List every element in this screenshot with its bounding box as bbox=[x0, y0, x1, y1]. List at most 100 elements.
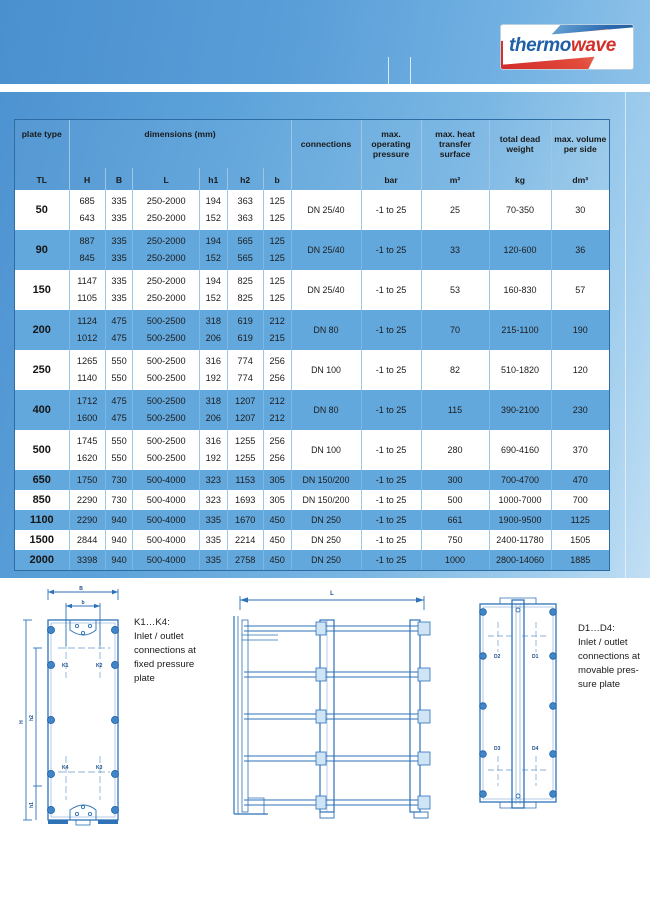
cell-connections: DN 25/40 bbox=[291, 270, 362, 310]
cell-heat-transfer-surface: 661 bbox=[421, 510, 490, 530]
svg-text:D3: D3 bbox=[494, 746, 501, 752]
cell-connections: DN 25/40 bbox=[291, 230, 362, 270]
subheader-unit-m2: m² bbox=[421, 168, 490, 190]
cell-dimension-H: 3398 bbox=[69, 550, 106, 570]
table-row: 400 1712 1600 475 475 500-2500 500-2500 318 206 1… bbox=[15, 390, 609, 430]
table-row: 200 1124 1012 475 475 500-2500 500-2500 318 206 6… bbox=[15, 310, 609, 350]
cell-dead-weight: 1900-9500 bbox=[489, 510, 552, 530]
table-body: 50 685 643 335 335 250-2000 250-2000 194 152 363 3… bbox=[15, 190, 609, 570]
cell-plate-type: 90 bbox=[15, 230, 70, 270]
cell-dimension-h1: 194 152 bbox=[199, 190, 228, 230]
table-header-row-units: TL H B L h1 h2 b bar m² kg dm³ bbox=[15, 168, 609, 190]
cell-dead-weight: 1000-7000 bbox=[489, 490, 552, 510]
cell-operating-pressure: -1 to 25 bbox=[361, 550, 422, 570]
subheader-l: L bbox=[132, 168, 200, 190]
cell-dimension-L: 500-2500 500-2500 bbox=[132, 390, 200, 430]
cell-dimension-b: 212 215 bbox=[263, 310, 292, 350]
header-connections: connections bbox=[291, 120, 362, 168]
cell-dead-weight: 510-1820 bbox=[489, 350, 552, 390]
cell-operating-pressure: -1 to 25 bbox=[361, 490, 422, 510]
cell-plate-type: 850 bbox=[15, 490, 70, 510]
cell-heat-transfer-surface: 25 bbox=[421, 190, 490, 230]
cell-heat-transfer-surface: 70 bbox=[421, 310, 490, 350]
cell-dead-weight: 70-350 bbox=[489, 190, 552, 230]
table-row: 50 685 643 335 335 250-2000 250-2000 194 152 363 3… bbox=[15, 190, 609, 230]
cell-dimension-h1: 316 192 bbox=[199, 350, 228, 390]
header-total-dead-weight: total dead weight bbox=[489, 120, 552, 168]
panel-vertical-rule bbox=[625, 92, 626, 578]
subheader-h: H bbox=[69, 168, 106, 190]
table-row: 250 1265 1140 550 550 500-2500 500-2500 316 192 7… bbox=[15, 350, 609, 390]
cell-dimension-B: 940 bbox=[105, 550, 134, 570]
cell-dimension-b: 305 bbox=[263, 490, 292, 510]
cell-operating-pressure: -1 to 25 bbox=[361, 230, 422, 270]
svg-text:h2: h2 bbox=[29, 715, 35, 721]
cell-connections: DN 150/200 bbox=[291, 490, 362, 510]
cell-dimension-L: 500-4000 bbox=[132, 530, 200, 550]
cell-dimension-L: 500-2500 500-2500 bbox=[132, 350, 200, 390]
svg-text:h1: h1 bbox=[29, 802, 35, 808]
cell-dimension-L: 250-2000 250-2000 bbox=[132, 230, 200, 270]
cell-volume-per-side: 57 bbox=[551, 270, 609, 310]
table-row: 650 1750 730 500-4000 323 1153 305 DN 150/200 -1… bbox=[15, 470, 609, 490]
cell-dimension-h2: 619 619 bbox=[227, 310, 264, 350]
cell-plate-type: 1100 bbox=[15, 510, 70, 530]
cell-connections: DN 250 bbox=[291, 530, 362, 550]
cell-dimension-L: 250-2000 250-2000 bbox=[132, 190, 200, 230]
table-row: 850 2290 730 500-4000 323 1693 305 DN 150/200 -1… bbox=[15, 490, 609, 510]
cell-dimension-L: 500-2500 500-2500 bbox=[132, 310, 200, 350]
cell-connections: DN 25/40 bbox=[291, 190, 362, 230]
cell-plate-type: 1500 bbox=[15, 530, 70, 550]
cell-plate-type: 2000 bbox=[15, 550, 70, 570]
cell-dimension-h1: 323 bbox=[199, 470, 228, 490]
cell-dimension-B: 940 bbox=[105, 530, 134, 550]
cell-heat-transfer-surface: 53 bbox=[421, 270, 490, 310]
cell-dimension-h2: 1693 bbox=[227, 490, 264, 510]
cell-volume-per-side: 1505 bbox=[551, 530, 609, 550]
cell-plate-type: 400 bbox=[15, 390, 70, 430]
cell-dimension-L: 500-4000 bbox=[132, 510, 200, 530]
cell-plate-type: 500 bbox=[15, 430, 70, 470]
cell-dead-weight: 2400-11780 bbox=[489, 530, 552, 550]
cell-operating-pressure: -1 to 25 bbox=[361, 390, 422, 430]
subheader-b-lower: b bbox=[263, 168, 292, 190]
cell-dimension-B: 550 550 bbox=[105, 430, 134, 470]
svg-text:D1: D1 bbox=[532, 654, 539, 660]
cell-dimension-h1: 335 bbox=[199, 530, 228, 550]
cell-dimension-H: 685 643 bbox=[69, 190, 106, 230]
logo-text-wave: wave bbox=[571, 35, 616, 56]
cell-operating-pressure: -1 to 25 bbox=[361, 270, 422, 310]
cell-heat-transfer-surface: 280 bbox=[421, 430, 490, 470]
table-row: 150 1147 1105 335 335 250-2000 250-2000 194 152 8… bbox=[15, 270, 609, 310]
cell-dimension-H: 1712 1600 bbox=[69, 390, 106, 430]
cell-volume-per-side: 120 bbox=[551, 350, 609, 390]
cell-connections: DN 100 bbox=[291, 430, 362, 470]
cell-dead-weight: 160-830 bbox=[489, 270, 552, 310]
cell-dimension-B: 335 335 bbox=[105, 270, 134, 310]
specification-table: plate type dimensions (mm) connections m… bbox=[15, 120, 609, 570]
cell-dimension-B: 475 475 bbox=[105, 310, 134, 350]
cell-operating-pressure: -1 to 25 bbox=[361, 190, 422, 230]
movable-plate-caption: D1…D4: Inlet / outlet connections at mov… bbox=[578, 623, 640, 690]
cell-dimension-L: 500-4000 bbox=[132, 490, 200, 510]
cell-dimension-b: 256 256 bbox=[263, 350, 292, 390]
cell-volume-per-side: 36 bbox=[551, 230, 609, 270]
subheader-b-capital: B bbox=[105, 168, 134, 190]
cell-dimension-h1: 335 bbox=[199, 510, 228, 530]
table-row: 500 1745 1620 550 550 500-2500 500-2500 316 192 1… bbox=[15, 430, 609, 470]
cell-heat-transfer-surface: 500 bbox=[421, 490, 490, 510]
cell-dimension-h2: 774 774 bbox=[227, 350, 264, 390]
cell-operating-pressure: -1 to 25 bbox=[361, 310, 422, 350]
svg-text:K1: K1 bbox=[62, 663, 69, 669]
header-plate-type: plate type bbox=[15, 120, 70, 168]
cell-dimension-h2: 363 363 bbox=[227, 190, 264, 230]
cell-dimension-b: 305 bbox=[263, 470, 292, 490]
cell-plate-type: 150 bbox=[15, 270, 70, 310]
svg-text:b: b bbox=[81, 600, 84, 606]
cell-dimension-L: 250-2000 250-2000 bbox=[132, 270, 200, 310]
logo-text-thermo: thermo bbox=[509, 35, 571, 56]
movable-plate-front-view-diagram: D2 D1 D3 D4 bbox=[479, 597, 557, 809]
cell-dimension-H: 2844 bbox=[69, 530, 106, 550]
cell-volume-per-side: 1125 bbox=[551, 510, 609, 530]
header-tick-mark-1 bbox=[388, 57, 389, 84]
